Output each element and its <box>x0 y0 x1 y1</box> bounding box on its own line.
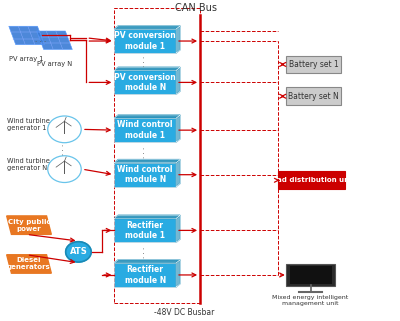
Text: · · ·: · · · <box>62 143 68 155</box>
Text: Wind turbine
generator 1: Wind turbine generator 1 <box>7 118 50 131</box>
Text: · · ·: · · · <box>142 247 148 258</box>
FancyBboxPatch shape <box>114 71 176 94</box>
Text: Battery set N: Battery set N <box>288 92 339 101</box>
Polygon shape <box>176 115 180 142</box>
Text: ATS: ATS <box>70 247 87 256</box>
Text: PV array 1: PV array 1 <box>10 56 44 62</box>
Polygon shape <box>7 255 51 273</box>
Polygon shape <box>114 26 180 29</box>
Text: · · ·: · · · <box>142 56 148 67</box>
Text: -48V DC Busbar: -48V DC Busbar <box>154 308 214 317</box>
FancyBboxPatch shape <box>278 171 345 189</box>
FancyBboxPatch shape <box>290 266 332 284</box>
Polygon shape <box>9 26 44 45</box>
FancyBboxPatch shape <box>114 263 176 287</box>
Text: PV conversion
module N: PV conversion module N <box>114 73 176 92</box>
Polygon shape <box>37 31 72 49</box>
Text: Rectifier
module N: Rectifier module N <box>124 265 166 285</box>
FancyBboxPatch shape <box>114 118 176 142</box>
Polygon shape <box>176 67 180 94</box>
FancyBboxPatch shape <box>286 56 341 73</box>
Polygon shape <box>176 215 180 242</box>
Text: · · ·: · · · <box>142 147 148 158</box>
Polygon shape <box>176 260 180 287</box>
Text: Battery set 1: Battery set 1 <box>289 60 338 69</box>
FancyBboxPatch shape <box>114 219 176 242</box>
Polygon shape <box>114 260 180 263</box>
Text: Wind turbine
generator N: Wind turbine generator N <box>7 158 50 171</box>
Text: PV conversion
module 1: PV conversion module 1 <box>114 31 176 51</box>
Text: CAN Bus: CAN Bus <box>175 3 217 13</box>
FancyBboxPatch shape <box>114 29 176 53</box>
Text: City public
power: City public power <box>8 219 50 232</box>
Polygon shape <box>176 160 180 187</box>
Bar <box>114 8 200 303</box>
FancyBboxPatch shape <box>114 163 176 187</box>
Text: PV array N: PV array N <box>37 61 72 67</box>
FancyBboxPatch shape <box>286 264 335 286</box>
Text: Wind control
module 1: Wind control module 1 <box>118 120 173 140</box>
Text: Mixed energy intelligent
management unit: Mixed energy intelligent management unit <box>272 296 349 306</box>
Text: Diesel
generators: Diesel generators <box>7 257 51 271</box>
FancyBboxPatch shape <box>286 87 341 105</box>
Polygon shape <box>176 26 180 53</box>
Polygon shape <box>114 67 180 71</box>
Circle shape <box>66 242 91 262</box>
Polygon shape <box>114 215 180 219</box>
Polygon shape <box>7 216 51 234</box>
Text: · · ·: · · · <box>35 39 46 45</box>
Polygon shape <box>114 115 180 118</box>
Polygon shape <box>114 160 180 163</box>
Text: Wind control
module N: Wind control module N <box>118 165 173 184</box>
Text: Rectifier
module 1: Rectifier module 1 <box>125 221 165 240</box>
Text: Load distribution unit: Load distribution unit <box>268 177 355 183</box>
